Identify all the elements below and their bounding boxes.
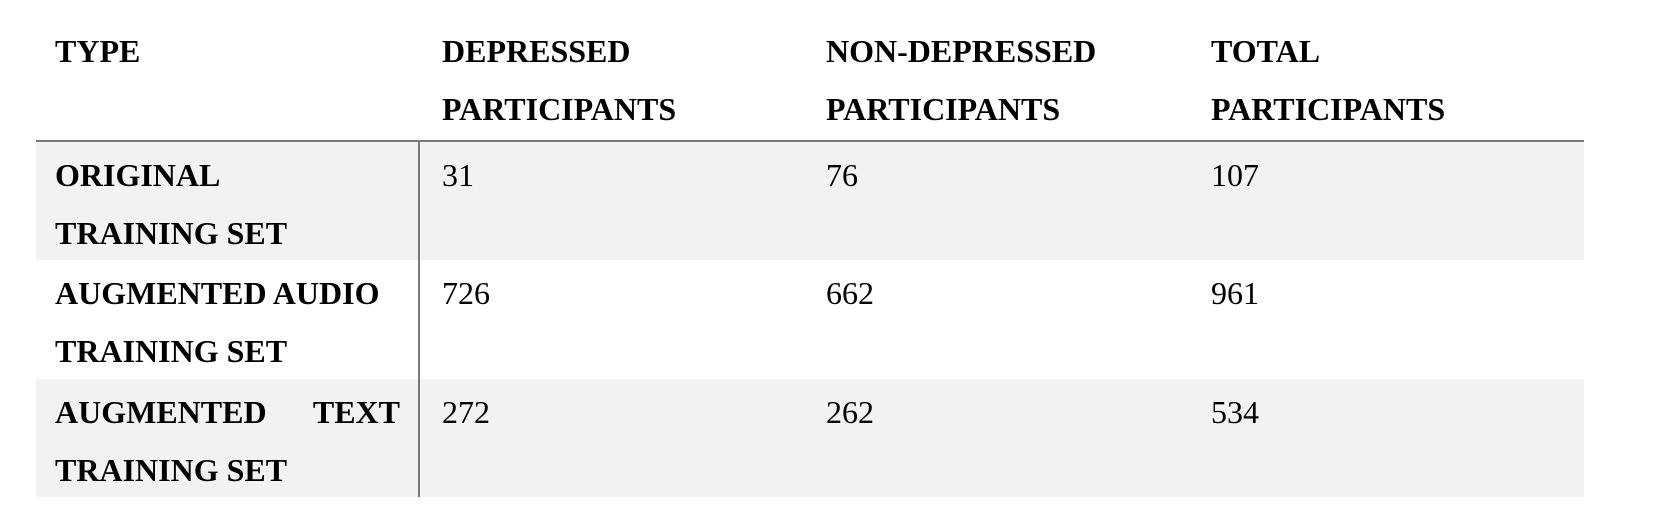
row-type-line2: TRAINING SET [55, 215, 288, 251]
table-row: AUGMENTED TEXT TRAINING SET 272 262 534 [36, 379, 1584, 497]
cell-total: 961 [1211, 275, 1259, 311]
table-row: ORIGINAL TRAINING SET 31 76 107 [36, 142, 1584, 260]
cell-depressed: 726 [442, 275, 490, 311]
cell-non-depressed: 662 [826, 275, 874, 311]
cell-total: 534 [1211, 394, 1259, 430]
header-total-participants: TOTAL PARTICIPANTS [1211, 33, 1446, 127]
table-header-row: TYPE DEPRESSED PARTICIPANTS NON-DEPRESSE… [36, 0, 1584, 142]
row-type-line1: ORIGINAL [55, 157, 221, 193]
cell-total: 107 [1211, 157, 1259, 193]
header-type: TYPE [55, 33, 141, 69]
row-type-label: ORIGINAL TRAINING SET [55, 146, 400, 262]
row-type-line2: TRAINING SET [55, 452, 288, 488]
cell-non-depressed: 262 [826, 394, 874, 430]
table-row: AUGMENTED AUDIO TRAINING SET 726 662 961 [36, 260, 1584, 379]
row-type-line1: AUGMENTED TEXT [55, 394, 400, 430]
cell-depressed: 31 [442, 157, 474, 193]
row-type-line1: AUGMENTED AUDIO [55, 275, 380, 311]
header-non-depressed-participants: NON-DEPRESSED PARTICIPANTS [826, 33, 1097, 127]
cell-depressed: 272 [442, 394, 490, 430]
cell-non-depressed: 76 [826, 157, 858, 193]
column-divider [418, 142, 420, 497]
header-depressed-participants: DEPRESSED PARTICIPANTS [442, 33, 677, 127]
participants-table: TYPE DEPRESSED PARTICIPANTS NON-DEPRESSE… [36, 0, 1584, 497]
row-type-line2: TRAINING SET [55, 333, 288, 369]
row-type-label: AUGMENTED TEXT TRAINING SET [55, 383, 400, 499]
row-type-label: AUGMENTED AUDIO TRAINING SET [55, 264, 400, 380]
